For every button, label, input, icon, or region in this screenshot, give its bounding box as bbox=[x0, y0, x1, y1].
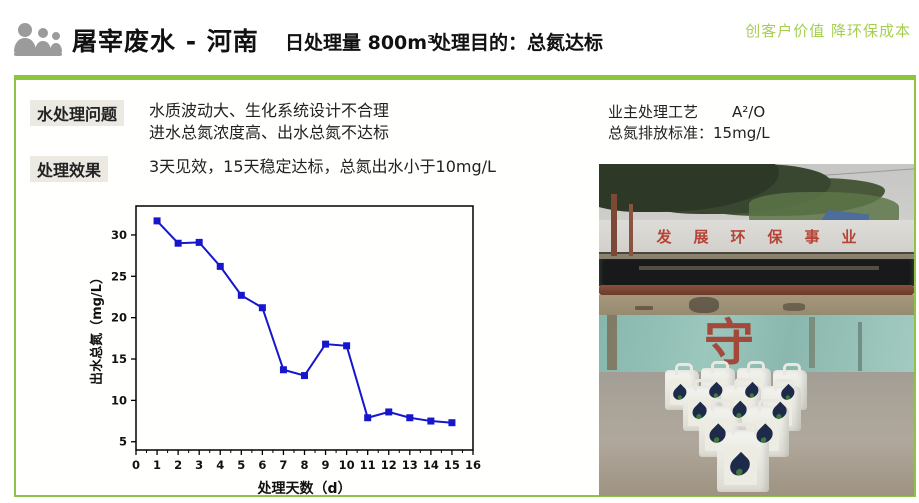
svg-text:3: 3 bbox=[195, 458, 203, 472]
process-label: 业主处理工艺 bbox=[608, 103, 699, 121]
standard-line: 总氮排放标准：15mg/L bbox=[608, 124, 770, 142]
page-title: 屠宰废水 - 河南 bbox=[72, 27, 259, 56]
effluent-chart-container: 0 1 2 3 4 5 6 7 8 9 10 11 12 13 14 15 16 5 10 15 20 25 30 处理天数（… bbox=[88, 198, 498, 498]
photo-rusty-frame bbox=[611, 194, 617, 256]
svg-text:10: 10 bbox=[111, 393, 127, 407]
svg-text:4: 4 bbox=[216, 458, 224, 472]
svg-text:10: 10 bbox=[339, 458, 355, 472]
treatment-goal-stat: 处理目的：总氮达标 bbox=[432, 32, 604, 54]
droplet-logo-icon bbox=[725, 451, 754, 480]
svg-text:出水总氮（mg/L）: 出水总氮（mg/L） bbox=[89, 271, 105, 385]
svg-text:处理天数（d）: 处理天数（d） bbox=[256, 480, 351, 497]
svg-text:2: 2 bbox=[174, 458, 182, 472]
photo-wall-stains bbox=[607, 315, 617, 370]
svg-text:12: 12 bbox=[381, 458, 397, 472]
svg-text:14: 14 bbox=[423, 458, 439, 472]
photo-ledge-stains bbox=[689, 297, 719, 313]
owner-process-info: 业主处理工艺 A²/O 总氮排放标准：15mg/L bbox=[608, 102, 770, 144]
photo-rusty-frame-2 bbox=[629, 204, 633, 256]
svg-text:15: 15 bbox=[111, 352, 127, 366]
svg-text:7: 7 bbox=[279, 458, 287, 472]
effect-text: 3天见效，15天稳定达标，总氮出水小于10mg/L bbox=[149, 157, 496, 176]
line-chart: 0 1 2 3 4 5 6 7 8 9 10 11 12 13 14 15 1651015202530处理天数（… bbox=[89, 205, 481, 497]
daily-volume-stat: 日处理量 800m³ bbox=[285, 32, 436, 54]
photo-basin-rim bbox=[599, 254, 914, 259]
svg-text:25: 25 bbox=[111, 269, 127, 283]
svg-text:1: 1 bbox=[153, 458, 161, 472]
photo-concrete-ledge bbox=[599, 295, 914, 315]
photo-banner-text: 发展环保事业 bbox=[656, 227, 879, 246]
problem-text-line1: 水质波动大、生化系统设计不合理 bbox=[149, 101, 390, 120]
svg-text:8: 8 bbox=[300, 458, 308, 472]
photo-banner-wall: 发展环保事业 bbox=[599, 220, 914, 252]
header: 屠宰废水 - 河南 日处理量 800m³ 处理目的：总氮达标 创客户价值 降环保… bbox=[0, 0, 919, 72]
svg-text:30: 30 bbox=[111, 228, 127, 242]
people-group-icon bbox=[14, 23, 62, 56]
svg-text:5: 5 bbox=[237, 458, 245, 472]
svg-text:15: 15 bbox=[444, 458, 460, 472]
problem-label: 水处理问题 bbox=[30, 100, 125, 126]
svg-text:6: 6 bbox=[258, 458, 266, 472]
effect-label: 处理效果 bbox=[30, 156, 109, 182]
svg-text:9: 9 bbox=[322, 458, 330, 472]
brand-slogan: 创客户价值 降环保成本 bbox=[745, 22, 911, 40]
photo-rusty-pipe bbox=[599, 285, 914, 295]
svg-text:0: 0 bbox=[132, 458, 140, 472]
problem-text-line2: 进水总氮浓度高、出水总氮不达标 bbox=[149, 123, 390, 142]
content-box: 水处理问题 水质波动大、生化系统设计不合理 进水总氮浓度高、出水总氮不达标 处理… bbox=[14, 75, 916, 497]
process-line: 业主处理工艺 A²/O bbox=[608, 102, 770, 123]
process-value: A²/O bbox=[732, 103, 766, 121]
site-photo: 发展环保事业 守 bbox=[599, 164, 914, 496]
photo-basin-beam bbox=[639, 266, 879, 270]
svg-text:16: 16 bbox=[465, 458, 481, 472]
svg-text:20: 20 bbox=[111, 311, 127, 325]
svg-text:5: 5 bbox=[119, 435, 127, 449]
svg-text:13: 13 bbox=[402, 458, 418, 472]
svg-text:11: 11 bbox=[360, 458, 376, 472]
